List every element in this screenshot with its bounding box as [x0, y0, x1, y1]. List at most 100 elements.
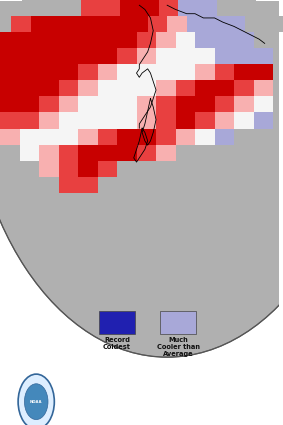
Bar	[234, 64, 254, 80]
Bar	[156, 64, 175, 80]
Bar	[195, 129, 215, 145]
Bar	[39, 113, 59, 129]
Bar	[39, 32, 59, 48]
Bar	[20, 129, 39, 145]
Bar	[98, 80, 117, 96]
Bar	[99, 311, 135, 334]
Bar	[98, 96, 117, 113]
Bar	[254, 32, 273, 48]
Bar	[39, 145, 59, 161]
Bar	[98, 64, 117, 80]
Bar	[0, 64, 20, 80]
Text: NOAA: NOAA	[30, 400, 42, 404]
Text: Record
Coldest: Record Coldest	[103, 337, 131, 350]
Bar	[215, 48, 234, 64]
Bar	[0, 129, 20, 145]
Bar	[0, 96, 20, 113]
Bar	[254, 48, 273, 64]
Bar	[0, 48, 20, 64]
Bar	[136, 161, 156, 177]
Bar	[59, 145, 78, 161]
Bar	[136, 32, 156, 48]
Circle shape	[0, 0, 283, 357]
Bar	[206, 16, 226, 32]
Bar	[59, 32, 78, 48]
Bar	[215, 129, 234, 145]
Bar	[167, 16, 187, 32]
Bar	[175, 113, 195, 129]
Bar	[78, 80, 98, 96]
Bar	[215, 145, 234, 161]
Bar	[215, 80, 234, 96]
Bar	[117, 145, 136, 161]
Bar	[195, 64, 215, 80]
Bar	[20, 64, 39, 80]
Bar	[195, 145, 215, 161]
Bar	[156, 145, 175, 161]
Bar	[117, 48, 136, 64]
Bar	[234, 32, 254, 48]
Bar	[195, 113, 215, 129]
Bar	[20, 145, 39, 161]
Bar	[20, 48, 39, 64]
Bar	[50, 16, 70, 32]
Bar	[136, 113, 156, 129]
Bar	[98, 32, 117, 48]
Bar	[265, 16, 283, 32]
Bar	[78, 48, 98, 64]
Bar	[70, 16, 89, 32]
Bar	[117, 96, 136, 113]
Bar	[59, 48, 78, 64]
Bar	[254, 64, 273, 80]
Bar	[215, 32, 234, 48]
Bar	[117, 161, 136, 177]
Bar	[175, 32, 195, 48]
Bar	[254, 80, 273, 96]
Bar	[128, 16, 148, 32]
Bar	[59, 113, 78, 129]
Bar	[39, 64, 59, 80]
Bar	[195, 32, 215, 48]
Bar	[178, 0, 198, 16]
Bar	[78, 32, 98, 48]
Bar	[78, 129, 98, 145]
Bar	[234, 113, 254, 129]
Bar	[39, 96, 59, 113]
Bar	[136, 177, 156, 193]
Bar	[39, 48, 59, 64]
Bar	[159, 0, 178, 16]
Bar	[254, 129, 273, 145]
Bar	[20, 32, 39, 48]
Bar	[237, 0, 256, 16]
Bar	[175, 145, 195, 161]
Bar	[156, 80, 175, 96]
Bar	[217, 0, 237, 16]
Bar	[78, 193, 98, 209]
Bar	[234, 129, 254, 145]
Bar	[100, 0, 120, 16]
Bar	[215, 64, 234, 80]
Bar	[136, 145, 156, 161]
Bar	[0, 80, 20, 96]
Bar	[98, 193, 117, 209]
Bar	[234, 48, 254, 64]
Bar	[156, 113, 175, 129]
Bar	[78, 64, 98, 80]
Bar	[136, 80, 156, 96]
Bar	[117, 32, 136, 48]
Bar	[175, 129, 195, 145]
Bar	[61, 0, 81, 16]
Bar	[156, 161, 175, 177]
Bar	[39, 129, 59, 145]
Bar	[195, 80, 215, 96]
Bar	[89, 16, 109, 32]
Bar	[117, 113, 136, 129]
Bar	[42, 0, 61, 16]
Bar	[81, 0, 100, 16]
Bar	[78, 177, 98, 193]
Bar	[195, 48, 215, 64]
Bar	[98, 177, 117, 193]
Bar	[156, 129, 175, 145]
Bar	[215, 96, 234, 113]
Bar	[59, 96, 78, 113]
